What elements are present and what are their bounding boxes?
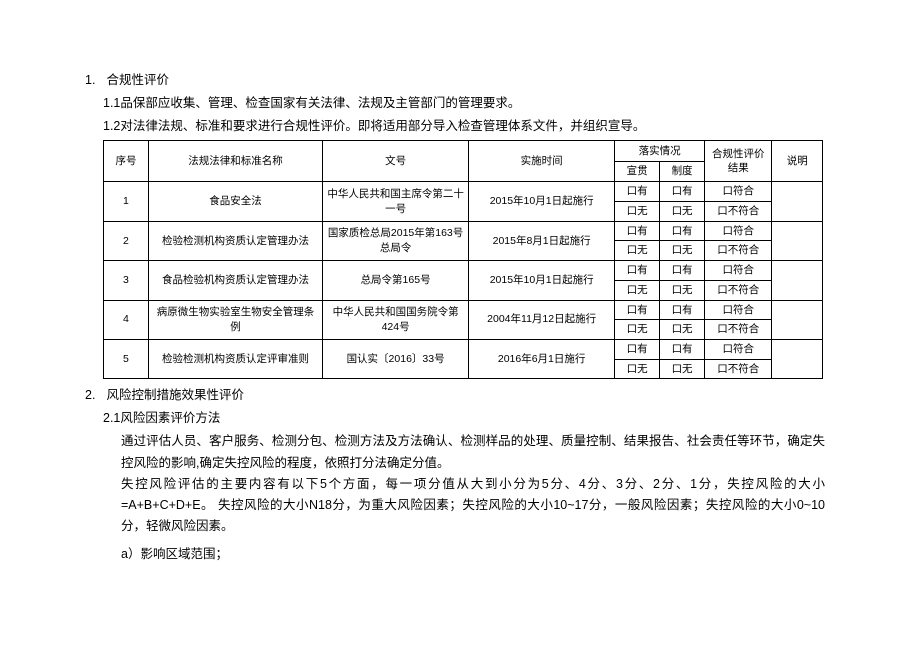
section-2-title: 风险控制措施效果性评价 — [106, 388, 244, 402]
cell-impl-b: 口无 — [660, 280, 705, 300]
cell-doc: 中华人民共和国国务院令第424号 — [323, 300, 469, 339]
cell-impl-b: 口无 — [660, 241, 705, 261]
cell-impl-a: 口无 — [615, 241, 660, 261]
table-header-row-1: 序号 法规法律和标准名称 文号 实施时间 落实情况 合规性评价结果 说明 — [104, 141, 823, 162]
table-body: 1食品安全法中华人民共和国主席令第二十一号2015年10月1日起施行口有口有口符… — [104, 182, 823, 379]
section-1-sub-2: 1.2对法律法规、标准和要求进行合规性评价。即将适用部分导入检查管理体系文件，并… — [103, 116, 825, 136]
table-row: 3食品检验机构资质认定管理办法总局令第165号2015年10月1日起施行口有口有… — [104, 261, 823, 281]
th-time: 实施时间 — [469, 141, 615, 182]
cell-impl-b: 口无 — [660, 359, 705, 379]
table-row: 4病原微生物实验室生物安全管理条例中华人民共和国国务院令第424号2004年11… — [104, 300, 823, 320]
cell-impl-a: 口有 — [615, 261, 660, 281]
cell-time: 2015年10月1日起施行 — [469, 182, 615, 221]
section-2-sub-1: 2.1风险因素评价方法 — [103, 408, 825, 428]
cell-name: 食品安全法 — [148, 182, 322, 221]
cell-note — [772, 221, 823, 260]
cell-no: 5 — [104, 339, 149, 378]
th-impl-b: 制度 — [660, 161, 705, 182]
section-2-para-1: 通过评估人员、客户服务、检测分包、检测方法及方法确认、检测样品的处理、质量控制、… — [121, 431, 825, 474]
cell-impl-a: 口有 — [615, 221, 660, 241]
cell-time: 2016年6月1日施行 — [469, 339, 615, 378]
cell-time: 2004年11月12日起施行 — [469, 300, 615, 339]
cell-doc: 中华人民共和国主席令第二十一号 — [323, 182, 469, 221]
cell-time: 2015年10月1日起施行 — [469, 261, 615, 300]
cell-name: 检验检测机构资质认定评审准则 — [148, 339, 322, 378]
cell-note — [772, 261, 823, 300]
cell-doc: 总局令第165号 — [323, 261, 469, 300]
cell-note — [772, 300, 823, 339]
cell-result: 口不符合 — [705, 359, 772, 379]
section-2-item-a: a）影响区域范围； — [121, 544, 825, 564]
cell-impl-b: 口有 — [660, 221, 705, 241]
cell-impl-a: 口无 — [615, 280, 660, 300]
cell-name: 检验检测机构资质认定管理办法 — [148, 221, 322, 260]
table-row: 1食品安全法中华人民共和国主席令第二十一号2015年10月1日起施行口有口有口符… — [104, 182, 823, 202]
cell-time: 2015年8月1日起施行 — [469, 221, 615, 260]
cell-impl-b: 口有 — [660, 261, 705, 281]
cell-impl-b: 口有 — [660, 339, 705, 359]
cell-impl-b: 口有 — [660, 182, 705, 202]
cell-name: 病原微生物实验室生物安全管理条例 — [148, 300, 322, 339]
cell-doc: 国家质检总局2015年第163号总局令 — [323, 221, 469, 260]
cell-result: 口不符合 — [705, 320, 772, 340]
table-row: 2检验检测机构资质认定管理办法国家质检总局2015年第163号总局令2015年8… — [104, 221, 823, 241]
th-doc: 文号 — [323, 141, 469, 182]
section-1-sub-1: 1.1品保部应收集、管理、检查国家有关法律、法规及主管部门的管理要求。 — [103, 93, 825, 113]
cell-result: 口不符合 — [705, 202, 772, 222]
cell-no: 2 — [104, 221, 149, 260]
cell-result: 口符合 — [705, 261, 772, 281]
table-row: 5检验检测机构资质认定评审准则国认实〔2016〕33号2016年6月1日施行口有… — [104, 339, 823, 359]
th-no: 序号 — [104, 141, 149, 182]
th-impl-a: 宣贯 — [615, 161, 660, 182]
cell-result: 口不符合 — [705, 280, 772, 300]
regulations-table: 序号 法规法律和标准名称 文号 实施时间 落实情况 合规性评价结果 说明 宣贯 … — [103, 140, 823, 379]
cell-note — [772, 339, 823, 378]
th-result: 合规性评价结果 — [705, 141, 772, 182]
cell-impl-a: 口无 — [615, 320, 660, 340]
section-2-number: 2. — [85, 385, 103, 405]
section-2-para-2: 失控风险评估的主要内容有以下5个方面，每一项分值从大到小分为5分、4分、3分、2… — [121, 474, 825, 538]
cell-no: 4 — [104, 300, 149, 339]
cell-impl-b: 口无 — [660, 320, 705, 340]
cell-note — [772, 182, 823, 221]
cell-name: 食品检验机构资质认定管理办法 — [148, 261, 322, 300]
cell-result: 口符合 — [705, 221, 772, 241]
cell-impl-a: 口无 — [615, 202, 660, 222]
cell-impl-a: 口无 — [615, 359, 660, 379]
th-note: 说明 — [772, 141, 823, 182]
cell-impl-a: 口有 — [615, 339, 660, 359]
cell-result: 口符合 — [705, 182, 772, 202]
section-1-number: 1. — [85, 70, 103, 90]
cell-impl-a: 口有 — [615, 300, 660, 320]
cell-result: 口不符合 — [705, 241, 772, 261]
cell-no: 3 — [104, 261, 149, 300]
section-1-title: 合规性评价 — [106, 73, 169, 87]
section-1-heading: 1. 合规性评价 — [85, 70, 825, 90]
cell-impl-a: 口有 — [615, 182, 660, 202]
cell-result: 口符合 — [705, 339, 772, 359]
cell-impl-b: 口无 — [660, 202, 705, 222]
cell-result: 口符合 — [705, 300, 772, 320]
cell-doc: 国认实〔2016〕33号 — [323, 339, 469, 378]
th-name: 法规法律和标准名称 — [148, 141, 322, 182]
th-impl: 落实情况 — [615, 141, 705, 162]
cell-no: 1 — [104, 182, 149, 221]
section-2-heading: 2. 风险控制措施效果性评价 — [85, 385, 825, 405]
cell-impl-b: 口有 — [660, 300, 705, 320]
